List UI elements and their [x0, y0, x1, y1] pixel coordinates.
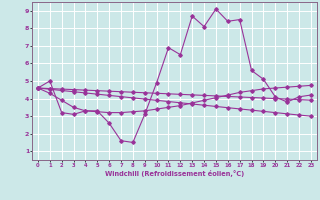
X-axis label: Windchill (Refroidissement éolien,°C): Windchill (Refroidissement éolien,°C) [105, 170, 244, 177]
